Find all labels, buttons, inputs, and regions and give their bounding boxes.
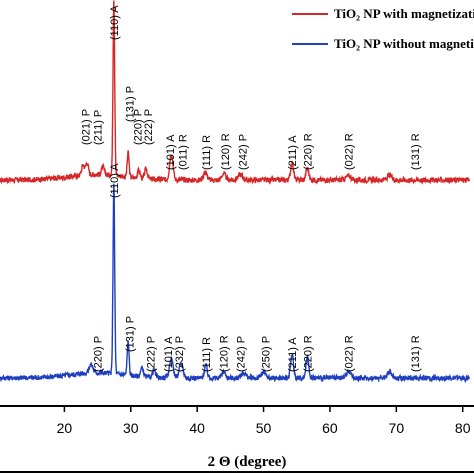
series-line-1 <box>0 183 471 384</box>
legend: TiO₂ NP with magnetization TiO₂ NP witho… <box>292 6 474 51</box>
peak-label: (131) R <box>410 133 422 170</box>
peak-label: (222) P <box>146 336 158 372</box>
peak-label: (242) P <box>237 134 249 170</box>
peak-label: (220) P <box>132 109 144 145</box>
x-tick-label: 70 <box>389 420 405 436</box>
legend-label-with-magnetization: TiO₂ NP with magnetization <box>334 6 474 21</box>
peak-label: (222) P <box>143 109 155 145</box>
peak-labels-layer: (021) P (211) P(110) A(131) P(220) P(222)… <box>81 5 422 372</box>
peak-label: (242) P <box>235 336 247 372</box>
x-axis-title: 2 Θ (degree) <box>208 454 287 470</box>
peak-label: (131) R <box>410 335 422 372</box>
peak-label: (211) A <box>287 135 299 170</box>
peak-label: (021) P <box>81 109 93 145</box>
series-line-0 <box>0 0 471 186</box>
peak-label: (110) A <box>109 163 121 198</box>
peak-label: (111) R <box>201 337 213 372</box>
peak-label: (120) R <box>220 133 232 170</box>
peak-label: (101) A <box>163 336 175 372</box>
peak-label: (220) R <box>302 133 314 170</box>
peak-label: (022) R <box>344 335 356 372</box>
peak-label: (131) P <box>125 86 137 122</box>
peak-label: (211) P <box>93 110 105 145</box>
peak-label: (211) A <box>287 337 299 372</box>
peak-label: (110) A <box>109 5 121 40</box>
peak-label: (022) R <box>344 133 356 170</box>
x-tick-label: 60 <box>322 420 338 436</box>
legend-label-without-magnetization: TiO₂ NP without magnetization <box>334 36 474 51</box>
peak-label: (101) A <box>165 134 177 170</box>
series-layer <box>0 0 474 407</box>
x-axis-ticks: 20 30 40 50 60 70 80 <box>57 406 471 436</box>
x-tick-label: 40 <box>189 420 205 436</box>
peak-label: (011) R <box>178 134 190 170</box>
peak-label: (250) P <box>261 336 273 372</box>
peak-label: (220) R <box>302 335 314 372</box>
peak-label: (232) P <box>174 336 186 372</box>
peak-label: (120) R <box>219 335 231 372</box>
x-tick-label: 50 <box>256 420 272 436</box>
x-tick-label: 80 <box>455 420 471 436</box>
x-tick-label: 20 <box>57 420 73 436</box>
peak-label: (111) R <box>201 135 213 170</box>
x-tick-label: 30 <box>123 420 139 436</box>
peak-label: (220) P <box>93 336 105 372</box>
peak-label: (131) P <box>125 316 137 352</box>
